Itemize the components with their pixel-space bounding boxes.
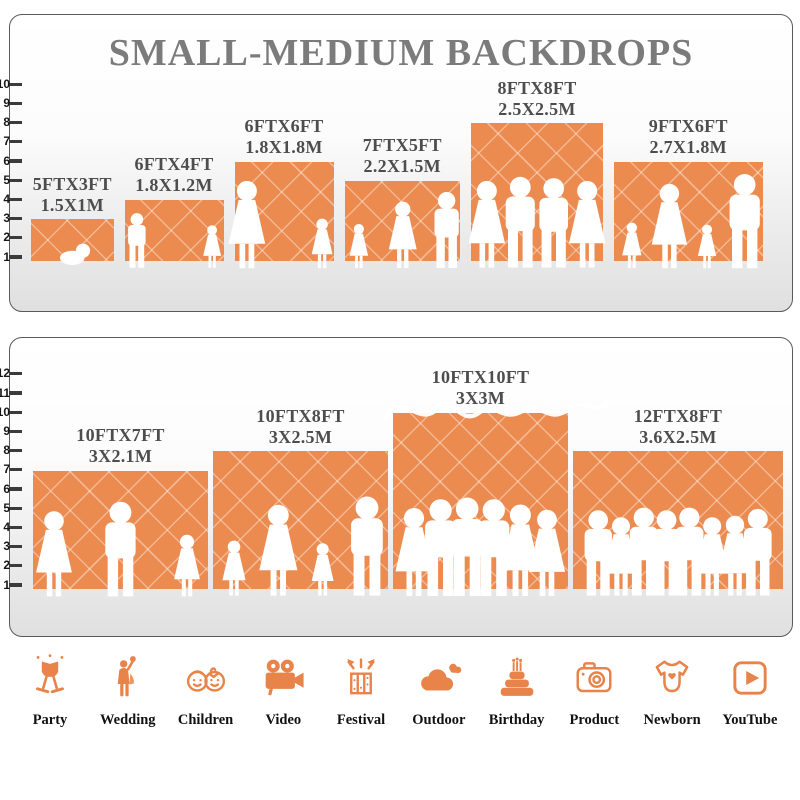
category-outdoor: Outdoor (401, 652, 477, 729)
size-ft-text: 9FTX6FT (648, 116, 728, 137)
small-medium-panel: SMALL-MEDIUM BACKDROPS 5FTX3FT 1.5X1M 6FTX… (9, 14, 793, 312)
size-ft-text: 12FTX8FT (633, 405, 723, 426)
backdrop-size-label: 10FTX7FT 3X2.1M (13, 423, 228, 467)
category-label: YouTube (722, 712, 778, 728)
category-wedding: Wedding (90, 652, 166, 729)
category-newborn: Newborn (634, 652, 710, 729)
category-birthday: Birthday (479, 652, 555, 729)
size-ft-text: 5FTX3FT (32, 173, 112, 194)
backdrop-size-label: 6FTX4FT 1.8X1.2M (105, 152, 244, 196)
size-ft-text: 10FTX7FT (76, 424, 165, 445)
category-label: Wedding (99, 712, 156, 728)
backdrop-size-label: 9FTX6FT 2.7X1.8M (594, 114, 783, 158)
category-label: Party (32, 712, 68, 728)
category-product: Product (556, 652, 632, 729)
size-m-text: 1.8X1.8M (245, 136, 323, 157)
category-party: Party (12, 652, 88, 729)
size-ft-text: 6FTX4FT (134, 154, 214, 175)
people-silhouettes (59, 243, 91, 266)
size-m-text: 1.8X1.2M (135, 175, 213, 196)
people-silhouettes (349, 192, 459, 268)
backdrop-size-label: 10FTX8FT 3X2.5M (193, 403, 408, 447)
size-ft-text: 10FTX8FT (256, 405, 345, 426)
size-m-text: 1.5X1M (40, 194, 104, 215)
category-row: Party Wedding Children (0, 652, 800, 729)
category-video: Video (245, 652, 321, 729)
size-ft-text: 10FTX10FT (431, 367, 530, 388)
backdrop-size-label: 7FTX5FT 2.2X1.5M (325, 133, 481, 177)
backdrop-size-label: 5FTX3FT 1.5X1M (11, 171, 134, 215)
size-ft-text: 6FTX6FT (244, 116, 324, 137)
size-m-text: 3.6X2.5M (639, 426, 717, 447)
backdrop-size-label: 12FTX8FT 3.6X2.5M (553, 403, 800, 447)
backdrop-size-label: 8FTX8FT 2.5X2.5M (451, 75, 623, 119)
size-ft-text: 7FTX5FT (362, 135, 442, 156)
size-m-text: 2.7X1.8M (649, 136, 727, 157)
newborn-onesie-icon (655, 660, 689, 693)
category-label: Newborn (643, 712, 701, 728)
wedding-couple-icon (117, 656, 136, 697)
birthday-cake-icon (500, 657, 533, 696)
category-children: Children (168, 652, 244, 729)
backdrop-size-label: 6FTX6FT 1.8X1.8M (215, 114, 354, 158)
size-m-text: 2.5X2.5M (498, 98, 576, 119)
large-panel: 10FTX7FT 3X2.1M 10FTX8FT 3X2.5M 10FTX10FT 3X3… (9, 337, 793, 637)
category-youtube: YouTube (712, 652, 788, 729)
video-camera-icon (265, 659, 304, 696)
outdoor-clouds-icon (420, 663, 462, 691)
people-silhouettes (222, 496, 383, 596)
size-m-text: 3X2.1M (88, 445, 153, 466)
people-silhouettes (127, 213, 221, 268)
party-glasses-icon (36, 654, 64, 694)
category-label: Children (177, 712, 234, 728)
page-title: SMALL-MEDIUM BACKDROPS (108, 32, 694, 74)
people-silhouettes (584, 507, 772, 596)
youtube-play-icon (733, 661, 767, 695)
product-camera-icon (576, 662, 612, 693)
people-silhouettes (36, 501, 200, 596)
people-silhouettes (622, 173, 760, 268)
backdrop-size-label: 10FTX10FT 3X3M (373, 365, 588, 409)
category-label: Birthday (488, 712, 545, 728)
size-ft-text: 8FTX8FT (497, 77, 577, 98)
category-label: Outdoor (412, 712, 466, 728)
category-label: Video (265, 712, 302, 728)
children-faces-icon (186, 667, 225, 692)
category-label: Festival (336, 712, 386, 728)
people-silhouettes (395, 497, 566, 596)
festival-gift-icon (347, 658, 375, 695)
people-silhouettes (228, 180, 332, 268)
people-silhouettes (468, 177, 606, 268)
category-label: Product (569, 712, 620, 728)
category-festival: Festival (323, 652, 399, 729)
size-m-text: 3X2.5M (268, 426, 333, 447)
size-m-text: 2.2X1.5M (363, 156, 441, 177)
